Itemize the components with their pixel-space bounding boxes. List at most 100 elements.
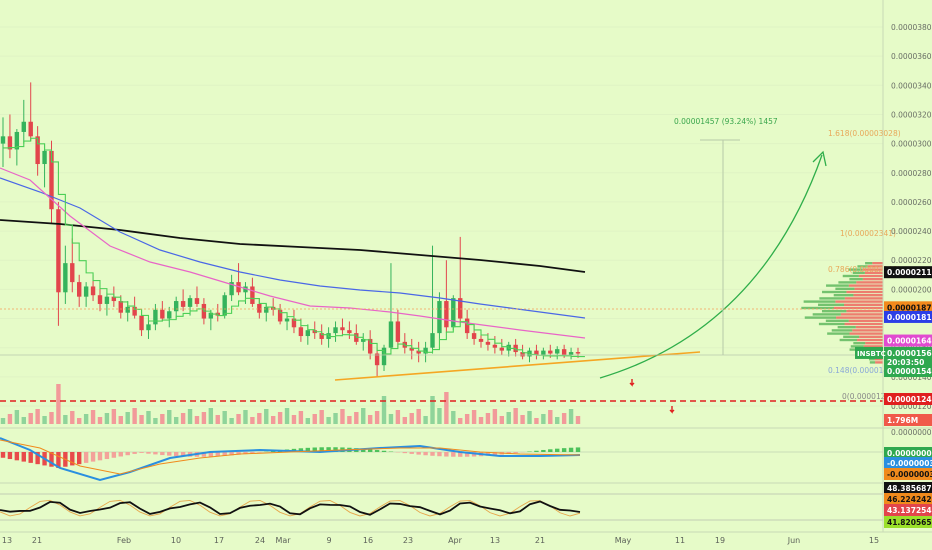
volume-bar [561,413,567,424]
candle-body [42,150,47,165]
profile-bar-down [856,281,883,284]
price-tag: 0.00001649 [884,334,932,347]
candle-body [416,350,421,354]
candle-body [70,263,75,283]
candle-body [374,353,380,366]
volume-bar [236,414,241,424]
volume-bar [534,418,539,424]
time-tick-label: 9 [326,536,331,545]
candle-body [14,131,20,150]
candle-body [284,318,290,322]
volume-bar [541,414,546,424]
candle-body [7,136,13,150]
time-tick-label: 10 [171,536,181,545]
candle-body [104,296,110,304]
volume-bar [56,384,61,424]
profile-bar-up [819,297,845,300]
macd-histogram-bar [423,452,428,456]
profile-bar-down [862,278,883,281]
candle-body [229,282,234,296]
volume-bar [520,415,525,424]
time-tick-label: 15 [869,536,879,545]
macd-histogram-bar [416,452,421,455]
volume-bar [361,408,366,424]
oscillator-panel [0,482,932,521]
candle-body [464,318,470,334]
macd-tag-text: -0.00000037 [887,470,932,479]
volume-bar [14,410,20,424]
volume-bar [354,412,359,424]
down-arrow-icon [669,406,675,414]
time-axis[interactable]: 13 21 Feb 10 17 24 Mar 9 16 23 Apr 13 21 May 11 19 Jun 15 [0,531,932,545]
time-tick-label: 23 [403,536,413,545]
volume-bar [49,412,54,424]
price-tag: 0.00002118 [884,266,932,279]
fib-1-label: 1(0.00002341) [840,229,896,238]
ma-blue-line [0,177,586,319]
price-tag-bg [884,346,932,359]
volume-bar [527,411,532,424]
macd-histogram-bar [70,452,75,466]
time-tick-label: 19 [715,536,725,545]
time-tick-label: Feb [117,536,131,545]
macd-histogram-bar [153,452,158,455]
volume-bar [471,410,477,424]
time-tick-label: 24 [255,536,265,545]
volume-bar [548,410,553,424]
price-tick-label: 0.00002600 [891,198,932,207]
profile-bar-up [838,281,857,284]
volume-bar [21,417,26,424]
volume-bar [291,415,297,424]
osc-tag: 48.38568708 [884,482,932,494]
price-tick-label: 0.00002000 [891,285,932,294]
volume-bar [139,415,144,424]
price-tag-text: 0.00001877 [887,303,932,312]
candle-body [575,352,581,354]
candle-body [444,301,449,328]
candle-body [250,286,255,304]
price-tick-label: 0.00003200 [891,110,932,119]
symbol-tag-bg [855,346,883,359]
profile-bar-up [818,322,845,326]
volume-bar [90,410,96,424]
macd-histogram-bar [222,452,227,456]
volume-bar [35,409,40,424]
candle-body [132,306,137,316]
osc-black-line [0,500,581,516]
macd-histogram-bar [541,449,546,452]
volume-bar [347,416,352,424]
profile-bar-up [843,335,860,338]
profile-bar-up [801,306,834,310]
macd-histogram-bar [506,452,511,454]
macd-histogram-bar [561,448,567,452]
price-tick-label: 0.00001400 [891,373,932,382]
price-tag-bg [884,266,932,279]
price-tag-bg [884,365,932,378]
price-tag-text: 0.00001564 [887,349,932,358]
price-tag-text: 0.00001811 [887,313,932,322]
macd-histogram-bar [56,452,61,468]
ema-black-line [0,219,586,273]
time-tick-label: 21 [535,536,545,545]
macd-histogram-bar [243,452,248,455]
volume-bar [423,416,428,424]
candle-body [222,295,227,316]
volume-bar [402,417,408,424]
macd-histogram-bar [319,447,324,452]
volume-bar [118,416,123,424]
price-tick-label: 0.00003000 [891,140,932,149]
grid-lines [0,26,883,407]
macd-tag-text: 0.00000008 [887,449,932,458]
candle-body [49,150,54,210]
price-tag-bg [884,393,932,406]
measure-label: 0.00001457 (93.24%) 1457 [674,117,778,126]
price-tick-label: 0.00003800 [891,23,932,32]
volume-bar [458,418,463,424]
volume-bar [485,413,491,424]
osc-tag-text: 46.22424248 [887,495,932,504]
volume-bar [499,416,504,424]
osc-tag: 43.13725490 [884,504,932,516]
candle-body [388,321,394,348]
